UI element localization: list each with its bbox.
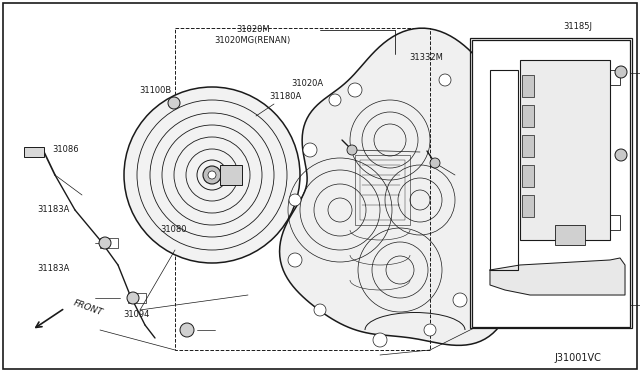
Text: 31180A: 31180A	[269, 92, 301, 101]
Text: 31183A: 31183A	[37, 205, 70, 214]
Circle shape	[483, 193, 497, 207]
Bar	[520, 60, 610, 240]
Bar	[522, 165, 534, 187]
Circle shape	[208, 171, 216, 179]
Text: (24415): (24415)	[502, 259, 535, 268]
Circle shape	[453, 293, 467, 307]
Text: 31020M: 31020M	[236, 25, 269, 34]
Circle shape	[127, 292, 139, 304]
Text: 31020MG(RENAN): 31020MG(RENAN)	[214, 36, 291, 45]
Text: 31183A: 31183A	[37, 264, 70, 273]
Circle shape	[348, 83, 362, 97]
Bar	[24, 147, 44, 157]
Circle shape	[180, 323, 194, 337]
Circle shape	[99, 237, 111, 249]
Circle shape	[439, 74, 451, 86]
Text: 31080: 31080	[160, 225, 186, 234]
Text: 31185D: 31185D	[563, 123, 596, 132]
Bar	[355, 155, 410, 225]
Circle shape	[558, 41, 622, 105]
Circle shape	[314, 304, 326, 316]
Text: 31020A: 31020A	[291, 79, 323, 88]
Bar	[555, 225, 585, 245]
Bar	[175, 28, 430, 350]
Circle shape	[347, 145, 357, 155]
Text: J31001VC: J31001VC	[555, 353, 602, 363]
Bar	[470, 38, 632, 328]
Bar	[522, 195, 534, 217]
Bar	[472, 40, 630, 327]
Text: SEC.244: SEC.244	[501, 248, 536, 257]
Circle shape	[572, 55, 607, 91]
Circle shape	[373, 333, 387, 347]
Circle shape	[615, 149, 627, 161]
Circle shape	[203, 166, 221, 184]
Circle shape	[303, 143, 317, 157]
Circle shape	[494, 154, 506, 166]
Bar	[522, 105, 534, 127]
Bar	[522, 75, 534, 97]
Circle shape	[474, 244, 486, 256]
Bar	[360, 160, 405, 220]
Polygon shape	[490, 258, 625, 295]
Bar	[522, 135, 534, 157]
Text: 31036: 31036	[541, 169, 568, 177]
Circle shape	[473, 113, 487, 127]
Text: 31086: 31086	[52, 145, 79, 154]
Circle shape	[430, 158, 440, 168]
Bar	[220, 165, 242, 185]
Circle shape	[615, 66, 627, 78]
Circle shape	[289, 194, 301, 206]
Polygon shape	[280, 28, 555, 345]
Circle shape	[124, 87, 300, 263]
Circle shape	[288, 253, 302, 267]
Circle shape	[168, 97, 180, 109]
Text: 31332M: 31332M	[410, 53, 444, 62]
Circle shape	[329, 94, 341, 106]
Bar	[100, 238, 118, 248]
Bar	[610, 70, 620, 85]
Text: FRONT: FRONT	[72, 298, 104, 317]
Circle shape	[424, 324, 436, 336]
Text: 31185J: 31185J	[563, 22, 592, 31]
Text: 31100B: 31100B	[140, 86, 172, 94]
Bar	[128, 293, 146, 303]
Bar	[610, 215, 620, 230]
Text: 31094: 31094	[123, 310, 149, 319]
Bar	[490, 70, 518, 270]
